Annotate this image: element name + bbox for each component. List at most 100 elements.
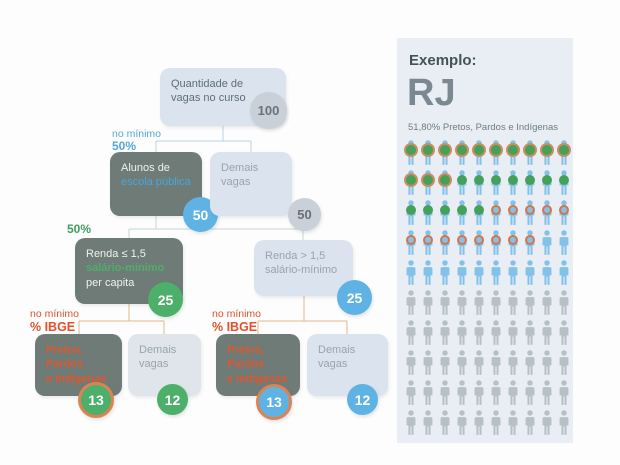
- person-icon: [470, 378, 487, 408]
- person-icon: [453, 198, 470, 228]
- person-icon: [555, 348, 572, 378]
- person-icon: [453, 348, 470, 378]
- box-line: salário-mínimo: [86, 262, 165, 275]
- person-icon: [470, 198, 487, 228]
- person-icon: [419, 168, 436, 198]
- box-total-vagas: Quantidade de vagas no curso 100: [160, 68, 287, 129]
- person-icon: [504, 378, 521, 408]
- person-icon: [521, 318, 538, 348]
- person-icon: [470, 348, 487, 378]
- ring-marker-icon: [473, 235, 484, 245]
- green-marker-icon: [541, 175, 552, 185]
- person-icon: [538, 288, 555, 318]
- box-line: vagas: [139, 358, 169, 371]
- person-icon: [453, 408, 470, 438]
- box-line: Demais: [221, 162, 259, 174]
- population-pictogram: [402, 138, 572, 438]
- label-ibge-left: no mínimo % IBGE: [30, 308, 79, 334]
- person-icon: [436, 198, 453, 228]
- person-icon: [453, 378, 470, 408]
- person-icon: [419, 228, 436, 258]
- person-icon: [538, 198, 555, 228]
- person-icon: [436, 228, 453, 258]
- box-line: Pretos, Pardos: [46, 344, 84, 371]
- person-icon: [402, 168, 419, 198]
- box-line: Alunos de: [121, 162, 170, 174]
- person-icon: [521, 258, 538, 288]
- person-icon: [521, 138, 538, 168]
- person-icon: [521, 198, 538, 228]
- ring-marker-icon: [439, 235, 450, 245]
- pictogram-row: [402, 378, 572, 408]
- person-icon: [538, 258, 555, 288]
- green-marker-icon: [473, 205, 484, 215]
- person-icon: [504, 198, 521, 228]
- person-icon: [555, 198, 572, 228]
- box-line: Pretos, Pardos: [227, 344, 265, 371]
- person-icon: [419, 138, 436, 168]
- person-icon: [419, 288, 436, 318]
- person-icon: [555, 378, 572, 408]
- person-icon: [436, 348, 453, 378]
- person-icon: [521, 378, 538, 408]
- ring-marker-icon: [541, 205, 552, 215]
- label-line: % IBGE: [30, 320, 76, 335]
- ring-marker-icon: [490, 235, 501, 245]
- box-renda-baixa: Renda ≤ 1,5 salário-mínimo per capita 25: [75, 238, 183, 317]
- person-icon: [504, 348, 521, 378]
- label-line: % IBGE: [212, 320, 258, 335]
- person-icon: [487, 348, 504, 378]
- panel-title: Exemplo:: [409, 52, 477, 69]
- person-icon: [402, 378, 419, 408]
- ring-marker-icon: [405, 235, 416, 245]
- pictogram-row: [402, 288, 572, 318]
- green-marker-icon: [473, 175, 484, 185]
- person-icon: [521, 228, 538, 258]
- box-renda-alta: Renda > 1,5 salário-mínimo 25: [254, 240, 372, 315]
- person-icon: [538, 408, 555, 438]
- person-icon: [453, 258, 470, 288]
- badge-demais-50: 50: [288, 198, 321, 231]
- badge-ppi-right-13: 13: [256, 384, 292, 420]
- badge-demais-right-12: 12: [347, 384, 378, 415]
- box-line: Renda > 1,5: [265, 250, 326, 262]
- pictogram-row: [402, 168, 572, 198]
- person-icon: [521, 168, 538, 198]
- person-icon: [487, 168, 504, 198]
- label-line: no mínimo: [30, 308, 80, 320]
- person-icon: [453, 138, 470, 168]
- ring-marker-icon: [524, 235, 535, 245]
- person-icon: [470, 408, 487, 438]
- person-icon: [487, 228, 504, 258]
- person-icon: [555, 138, 572, 168]
- person-icon: [521, 408, 538, 438]
- box-line: e Indígenas: [227, 372, 288, 385]
- person-icon: [453, 288, 470, 318]
- person-icon: [555, 318, 572, 348]
- person-icon: [402, 288, 419, 318]
- person-icon: [538, 228, 555, 258]
- person-icon: [504, 408, 521, 438]
- person-icon: [521, 348, 538, 378]
- person-icon: [419, 198, 436, 228]
- green-marker-icon: [456, 175, 467, 185]
- box-ppi-left: Pretos, Pardos e Indígenas 13: [35, 334, 122, 418]
- badge-renda-baixa-25: 25: [148, 282, 183, 317]
- person-icon: [453, 318, 470, 348]
- box-line: vagas: [221, 176, 251, 189]
- person-icon: [419, 318, 436, 348]
- person-icon: [504, 168, 521, 198]
- box-line: Demais: [139, 344, 177, 356]
- box-line: Renda ≤ 1,5: [86, 248, 146, 260]
- box-line: Quantidade de: [171, 78, 244, 90]
- label-min-50pct: no mínimo 50%: [112, 128, 161, 154]
- green-ring-marker-icon: [558, 145, 569, 155]
- person-icon: [487, 408, 504, 438]
- person-icon: [470, 318, 487, 348]
- green-marker-icon: [422, 205, 433, 215]
- pictogram-row: [402, 228, 572, 258]
- person-icon: [436, 378, 453, 408]
- person-icon: [419, 348, 436, 378]
- badge-total-100: 100: [250, 92, 287, 129]
- person-icon: [555, 408, 572, 438]
